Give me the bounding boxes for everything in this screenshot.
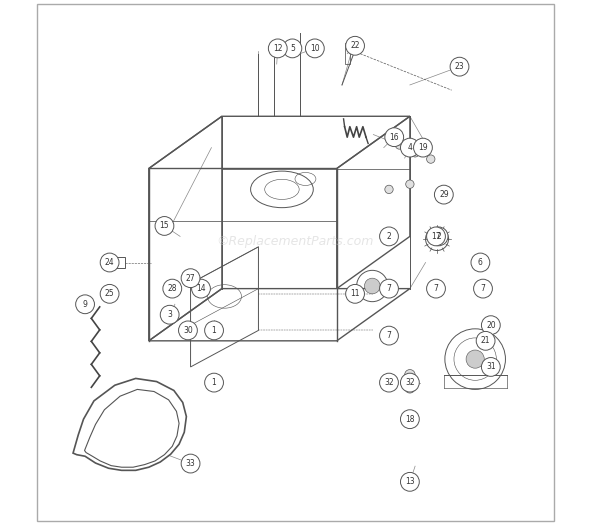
Text: 20: 20 <box>486 321 496 330</box>
Circle shape <box>427 155 435 163</box>
Text: 16: 16 <box>389 133 399 142</box>
Text: 30: 30 <box>183 326 193 335</box>
Circle shape <box>205 321 224 340</box>
Circle shape <box>476 331 495 350</box>
Text: 9: 9 <box>83 300 87 309</box>
Circle shape <box>379 279 398 298</box>
Text: 33: 33 <box>186 459 195 468</box>
Text: 13: 13 <box>405 477 415 486</box>
Circle shape <box>379 373 398 392</box>
Text: 1: 1 <box>212 326 217 335</box>
Circle shape <box>405 383 415 393</box>
Text: 5: 5 <box>290 44 295 53</box>
Circle shape <box>283 39 302 58</box>
Circle shape <box>346 285 365 303</box>
Text: 15: 15 <box>160 222 169 230</box>
Text: 25: 25 <box>105 289 114 298</box>
Circle shape <box>163 279 182 298</box>
Text: 21: 21 <box>481 337 490 345</box>
Text: 11: 11 <box>350 289 360 298</box>
Text: 32: 32 <box>384 378 394 387</box>
Text: 24: 24 <box>105 258 114 267</box>
Text: 17: 17 <box>431 232 441 241</box>
Text: 2: 2 <box>386 232 391 241</box>
Circle shape <box>427 227 445 246</box>
Text: 27: 27 <box>186 274 195 282</box>
Circle shape <box>205 373 224 392</box>
Text: 2: 2 <box>436 232 441 241</box>
Circle shape <box>401 472 419 491</box>
Circle shape <box>427 279 445 298</box>
Circle shape <box>481 358 500 376</box>
Circle shape <box>406 180 414 188</box>
Text: 7: 7 <box>481 284 486 293</box>
Text: 12: 12 <box>273 44 283 53</box>
Circle shape <box>306 39 324 58</box>
Circle shape <box>411 149 419 157</box>
Text: 29: 29 <box>439 190 448 199</box>
Text: 3: 3 <box>167 310 172 319</box>
Circle shape <box>100 285 119 303</box>
Circle shape <box>100 253 119 272</box>
Text: 6: 6 <box>478 258 483 267</box>
Text: 7: 7 <box>386 284 391 293</box>
Circle shape <box>474 279 493 298</box>
Circle shape <box>385 185 393 194</box>
Text: 18: 18 <box>405 415 415 424</box>
Circle shape <box>395 141 404 149</box>
Text: 19: 19 <box>418 143 428 152</box>
Text: 32: 32 <box>405 378 415 387</box>
Text: 22: 22 <box>350 41 360 50</box>
Text: 23: 23 <box>455 62 464 71</box>
Circle shape <box>155 216 174 235</box>
Circle shape <box>181 454 200 473</box>
Circle shape <box>160 306 179 324</box>
Circle shape <box>385 128 404 146</box>
Circle shape <box>471 253 490 272</box>
Circle shape <box>192 279 211 298</box>
Text: 14: 14 <box>196 284 206 293</box>
Text: 31: 31 <box>486 362 496 372</box>
Circle shape <box>76 295 94 313</box>
Circle shape <box>466 350 484 368</box>
Circle shape <box>401 373 419 392</box>
Text: 1: 1 <box>212 378 217 387</box>
Circle shape <box>181 269 200 288</box>
Text: 4: 4 <box>408 143 412 152</box>
Circle shape <box>401 410 419 428</box>
Text: 10: 10 <box>310 44 320 53</box>
Circle shape <box>379 326 398 345</box>
Circle shape <box>401 138 419 157</box>
Circle shape <box>481 316 500 334</box>
Circle shape <box>405 370 415 380</box>
Circle shape <box>450 57 469 76</box>
Circle shape <box>414 138 432 157</box>
Circle shape <box>365 278 380 294</box>
Text: 7: 7 <box>434 284 438 293</box>
Circle shape <box>434 185 453 204</box>
Circle shape <box>346 36 365 55</box>
Circle shape <box>179 321 197 340</box>
Circle shape <box>268 39 287 58</box>
Text: 7: 7 <box>386 331 391 340</box>
Circle shape <box>429 227 448 246</box>
Text: 28: 28 <box>168 284 177 293</box>
Circle shape <box>379 227 398 246</box>
Text: ©ReplacementParts.com: ©ReplacementParts.com <box>217 235 373 248</box>
